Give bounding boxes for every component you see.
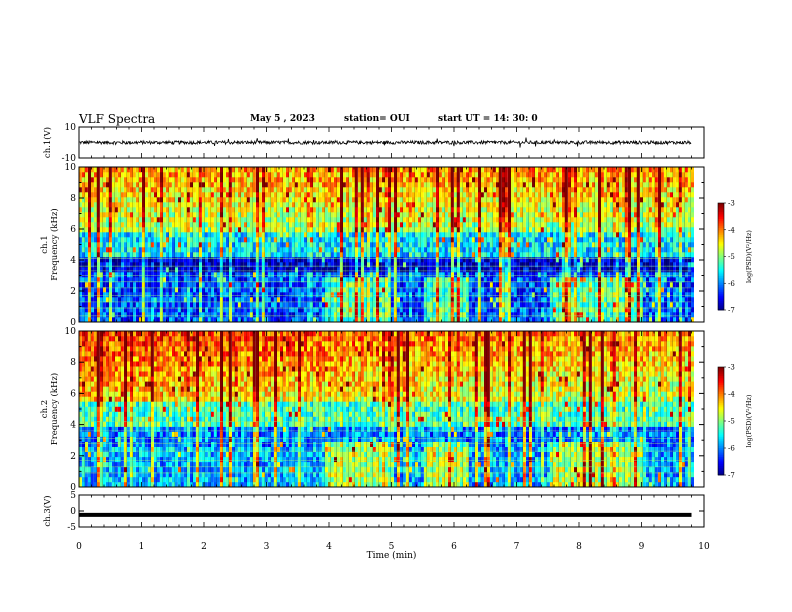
spectrogram-cell [691,267,694,273]
spectrogram-cell [691,217,694,223]
date-label: May 5 , 2023 [250,114,315,124]
ch1-waveform-line [78,137,692,148]
spectrogram-cell [691,277,694,283]
spectrogram-cell [691,302,694,308]
station-label: station= OUI [344,114,410,124]
spectrogram-cell [691,227,694,233]
spectrogram-cell [691,247,694,253]
spectrogram-cell [691,222,694,228]
spectrogram-cell [691,317,694,323]
chart-title: VLF Spectra [79,112,156,126]
spectrogram-cell [691,212,694,218]
spectrogram-cell [691,262,694,268]
spectrogram-cell [691,242,694,248]
spectrogram-cell [691,237,694,243]
spectrogram-cell [691,287,694,293]
spectrogram-cell [691,282,694,288]
spectrogram-cell [691,272,694,278]
spectrogram-cell [691,292,694,298]
spectrogram-cell [691,207,694,213]
start-time-label: start UT = 14: 30: 0 [438,114,538,124]
spectrogram-cell [691,312,694,318]
spectrogram-cell [691,297,694,303]
spectrogram-cell [691,232,694,238]
spectrogram-cell [691,252,694,258]
spectrogram-cell [691,257,694,263]
spectrogram-cell [691,202,694,208]
spectrogram-cell [691,307,694,313]
